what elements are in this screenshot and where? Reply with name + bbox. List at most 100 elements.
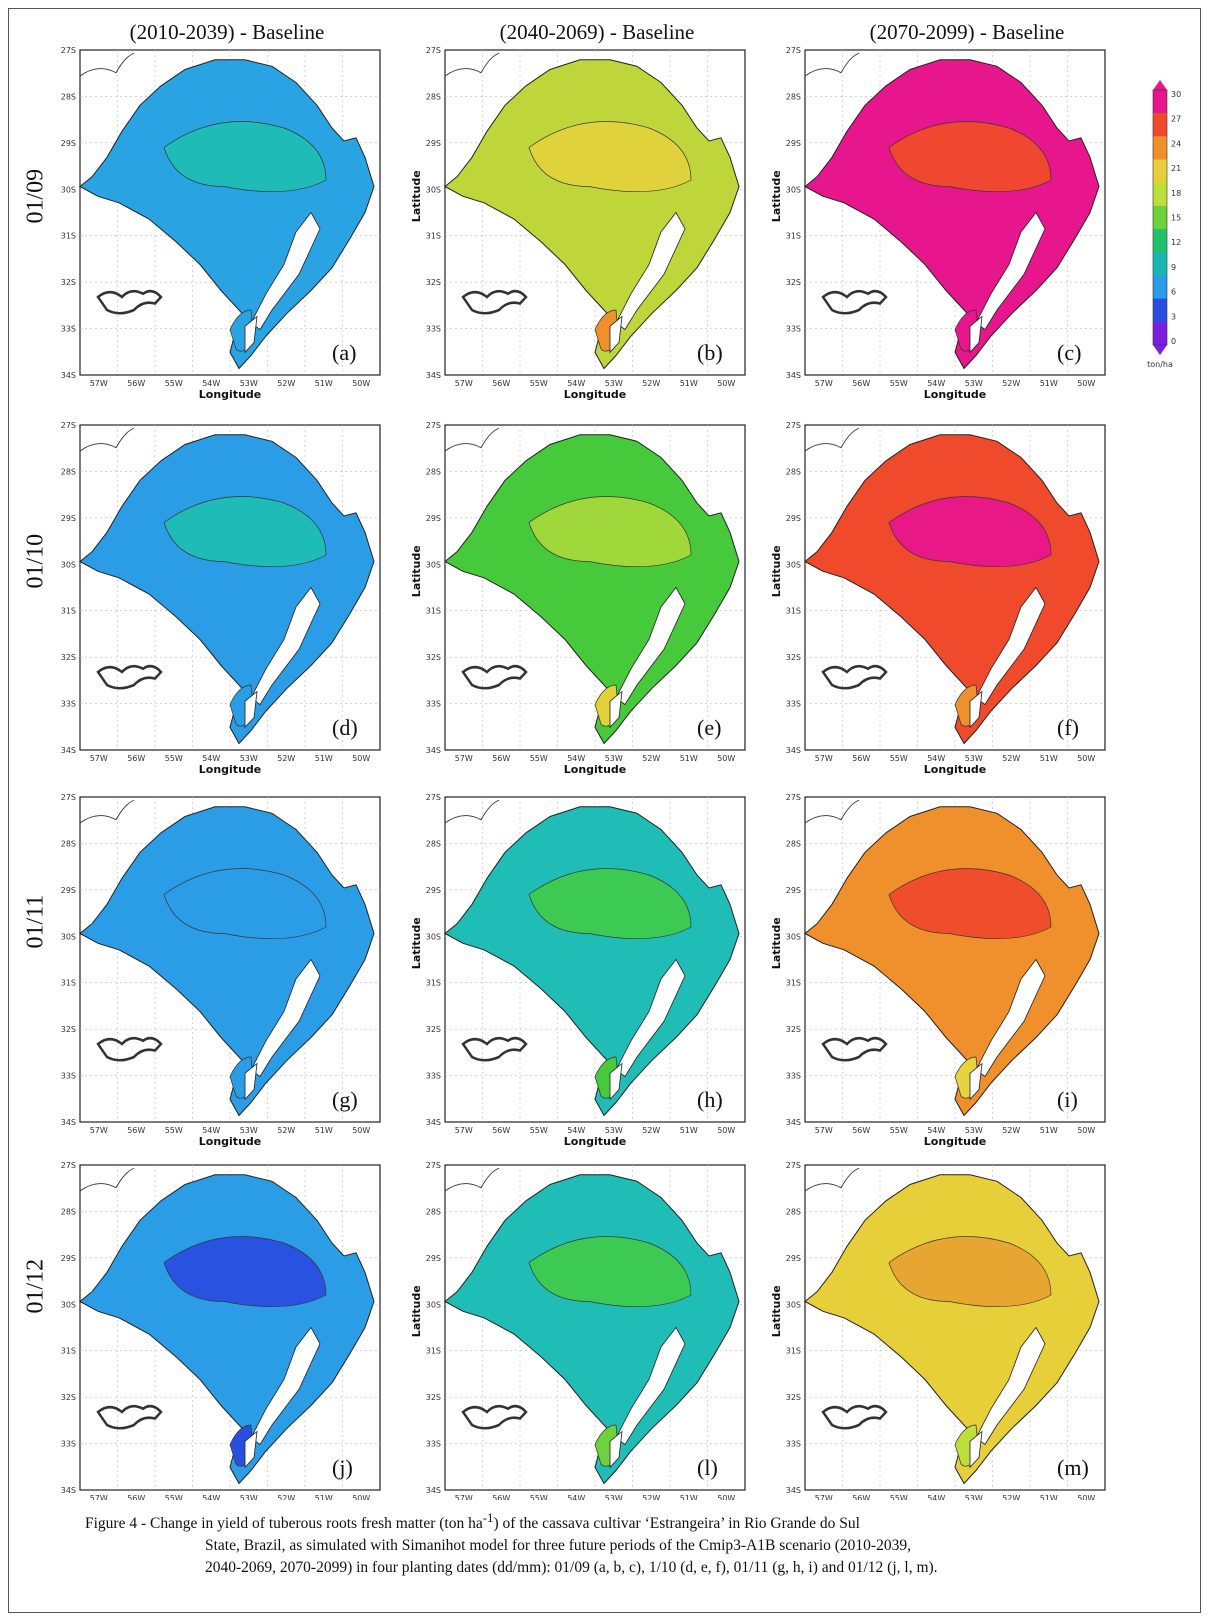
y-tick-label: 28S (61, 1207, 76, 1216)
y-tick-label: 29S (426, 886, 441, 895)
colorbar-segment (1153, 252, 1167, 276)
x-tick-label: 53W (965, 1494, 983, 1500)
y-tick-label: 27S (61, 1161, 76, 1170)
x-tick-label: 56W (852, 1126, 870, 1135)
y-tick-label: 27S (426, 421, 441, 430)
x-tick-label: 55W (890, 1126, 908, 1135)
y-tick-label: 33S (61, 325, 76, 334)
x-tick-label: 56W (492, 1126, 510, 1135)
y-tick-label: 32S (786, 1025, 801, 1034)
colorbar-segment (1153, 182, 1167, 207)
x-tick-label: 54W (202, 379, 220, 388)
river-outline (461, 664, 528, 690)
lagoon-shape (244, 1062, 258, 1101)
x-tick-label: 55W (890, 379, 908, 388)
x-tick-label: 54W (202, 754, 220, 763)
x-tick-label: 52W (1002, 1494, 1020, 1500)
y-tick-label: 34S (61, 746, 76, 755)
x-tick-label: 50W (1077, 754, 1095, 763)
map-panel: 57W 56W 55W 54W 53W 52W 51W 50W 27S 28S 29S 30S 31S 3… (770, 421, 1106, 776)
map-panel: 57W 56W 55W 54W 53W 52W 51W 50W 27S 28S 29S 30S 31S 3… (410, 46, 746, 401)
x-tick-label: 52W (277, 754, 295, 763)
y-tick-label: 33S (786, 700, 801, 709)
x-tick-label: 53W (965, 1126, 983, 1135)
y-tick-label: 34S (426, 371, 441, 380)
y-tick-label: 32S (426, 1025, 441, 1034)
border-line (444, 427, 500, 452)
x-tick-label: 55W (530, 1126, 548, 1135)
y-axis-label: Latitude (770, 1285, 783, 1337)
panel-letter: (h) (697, 1087, 723, 1112)
y-tick-label: 30S (61, 185, 76, 194)
y-tick-label: 30S (426, 932, 441, 941)
x-tick-label: 56W (852, 379, 870, 388)
y-tick-label: 31S (61, 607, 76, 616)
lagoon-shape (250, 211, 321, 331)
y-tick-label: 32S (426, 1393, 441, 1402)
y-tick-label: 32S (61, 1025, 76, 1034)
colorbar-tick-label: 24 (1171, 139, 1181, 148)
border-line (804, 799, 860, 824)
lagoon-shape (615, 586, 686, 706)
x-tick-label: 51W (680, 379, 698, 388)
colorbar-top-arrow (1153, 80, 1167, 90)
y-tick-label: 33S (61, 1440, 76, 1449)
map-panel: 57W 56W 55W 54W 53W 52W 51W 50W 27S 28S 29S 30S 31S 3… (770, 46, 1106, 401)
colorbar-segment (1153, 298, 1167, 323)
lagoon-shape (250, 958, 321, 1078)
y-tick-label: 33S (426, 325, 441, 334)
y-tick-label: 29S (61, 139, 76, 148)
border-line (79, 1167, 135, 1192)
y-tick-label: 28S (61, 467, 76, 476)
y-tick-label: 33S (786, 1072, 801, 1081)
y-tick-label: 29S (786, 886, 801, 895)
colorbar-tick-label: 6 (1171, 288, 1176, 297)
y-tick-label: 27S (61, 46, 76, 55)
x-tick-label: 50W (1077, 1126, 1095, 1135)
lagoon-shape (609, 1430, 623, 1469)
river-outline (821, 664, 888, 690)
y-tick-label: 32S (786, 653, 801, 662)
lagoon-shape (969, 690, 983, 729)
y-tick-label: 32S (786, 1393, 801, 1402)
map-panel: 57W 56W 55W 54W 53W 52W 51W 50W 27S 28S 29S 30S 31S 3… (770, 793, 1106, 1148)
y-tick-label: 28S (61, 839, 76, 848)
map-panel: 57W 56W 55W 54W 53W 52W 51W 50W 27S 28S 29S 30S 31S 3… (770, 1161, 1106, 1500)
panel-letter: (m) (1057, 1455, 1089, 1480)
x-tick-label: 55W (165, 1494, 183, 1500)
x-tick-label: 50W (1077, 379, 1095, 388)
y-axis-label: Latitude (410, 1285, 423, 1337)
lagoon-shape (975, 211, 1046, 331)
colorbar-tick-label: 0 (1171, 337, 1176, 346)
river-outline (96, 289, 163, 315)
x-tick-label: 51W (315, 1126, 333, 1135)
y-tick-label: 32S (61, 278, 76, 287)
x-tick-label: 51W (680, 1494, 698, 1500)
x-tick-label: 54W (927, 754, 945, 763)
y-tick-label: 29S (426, 139, 441, 148)
y-tick-label: 28S (786, 1207, 801, 1216)
x-tick-label: 53W (605, 379, 623, 388)
y-tick-label: 28S (426, 92, 441, 101)
colorbar-outline (1152, 89, 1168, 346)
y-tick-label: 34S (61, 1118, 76, 1127)
river-outline (96, 1404, 163, 1430)
x-tick-label: 55W (530, 379, 548, 388)
y-tick-label: 32S (61, 653, 76, 662)
y-tick-label: 33S (61, 700, 76, 709)
x-tick-label: 52W (1002, 754, 1020, 763)
x-tick-label: 57W (455, 379, 473, 388)
y-tick-label: 27S (786, 421, 801, 430)
river-outline (96, 1036, 163, 1062)
lagoon-shape (615, 958, 686, 1078)
contour-zone (888, 1236, 1052, 1308)
y-tick-label: 27S (61, 421, 76, 430)
figure-frame (8, 8, 1201, 1613)
x-tick-label: 50W (717, 754, 735, 763)
x-axis-label: Longitude (924, 763, 986, 776)
x-tick-label: 50W (352, 379, 370, 388)
y-tick-label: 31S (786, 607, 801, 616)
y-tick-label: 31S (426, 607, 441, 616)
y-tick-label: 30S (61, 560, 76, 569)
x-tick-label: 52W (642, 1126, 660, 1135)
